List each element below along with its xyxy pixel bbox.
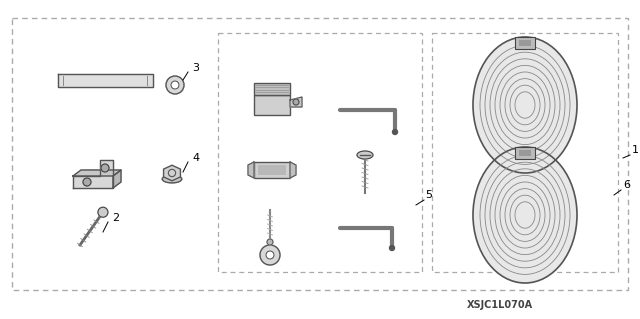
Circle shape xyxy=(101,164,109,172)
Bar xyxy=(218,33,422,272)
Circle shape xyxy=(83,178,91,186)
Polygon shape xyxy=(73,160,113,188)
Ellipse shape xyxy=(473,147,577,283)
Circle shape xyxy=(98,207,108,217)
Bar xyxy=(515,37,535,49)
Bar xyxy=(254,95,290,115)
Circle shape xyxy=(266,251,274,259)
Polygon shape xyxy=(58,73,152,86)
Polygon shape xyxy=(73,170,121,176)
Polygon shape xyxy=(290,162,296,178)
Polygon shape xyxy=(290,97,302,107)
Polygon shape xyxy=(164,165,180,181)
Text: 3: 3 xyxy=(192,63,199,73)
Circle shape xyxy=(267,239,273,245)
Circle shape xyxy=(171,81,179,89)
Circle shape xyxy=(293,99,299,105)
Bar xyxy=(254,162,290,178)
Bar xyxy=(519,150,531,156)
Text: 1: 1 xyxy=(632,145,639,155)
Polygon shape xyxy=(248,162,254,178)
Bar xyxy=(519,40,531,46)
Circle shape xyxy=(392,130,397,135)
Circle shape xyxy=(390,246,394,250)
Text: 5: 5 xyxy=(425,190,432,200)
Text: 6: 6 xyxy=(623,180,630,190)
Ellipse shape xyxy=(163,175,182,183)
Circle shape xyxy=(166,76,184,94)
Bar xyxy=(258,165,286,175)
Polygon shape xyxy=(113,170,121,188)
Circle shape xyxy=(260,245,280,265)
Bar xyxy=(254,83,290,95)
Bar xyxy=(12,18,628,290)
Text: 2: 2 xyxy=(112,213,119,223)
Bar xyxy=(432,33,618,272)
Ellipse shape xyxy=(357,151,373,159)
Text: 4: 4 xyxy=(192,153,199,163)
Ellipse shape xyxy=(473,37,577,173)
Bar xyxy=(515,147,535,159)
Text: XSJC1L070A: XSJC1L070A xyxy=(467,300,533,310)
